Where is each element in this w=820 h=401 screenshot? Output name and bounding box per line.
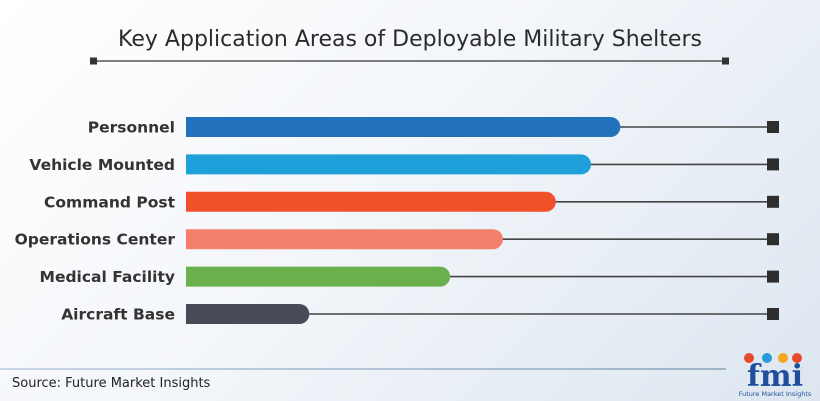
logo-dot-blue bbox=[762, 353, 772, 363]
category-label-operations-center: Operations Center bbox=[15, 231, 176, 249]
logo-dot-red bbox=[744, 353, 754, 363]
chart-title: Key Application Areas of Deployable Mili… bbox=[90, 27, 729, 65]
category-label-vehicle-mounted: Vehicle Mounted bbox=[29, 156, 175, 174]
title-left-marker bbox=[90, 57, 97, 65]
bar-vehicle-mounted bbox=[186, 154, 592, 175]
logo-dot-orange bbox=[778, 353, 788, 363]
title-right-marker bbox=[722, 57, 729, 65]
bar-aircraft-base bbox=[186, 304, 310, 324]
chart-title-text: Key Application Areas of Deployable Mili… bbox=[118, 27, 702, 52]
bar-end-marker-personnel bbox=[767, 121, 779, 133]
logo-subtitle: Future Market Insights bbox=[739, 390, 812, 398]
source-note: Source: Future Market Insights bbox=[12, 376, 211, 391]
bar-operations-center bbox=[186, 229, 503, 250]
logo-dot-red-2 bbox=[792, 353, 802, 363]
source-divider bbox=[0, 368, 726, 370]
logo-text: fmi bbox=[747, 359, 803, 394]
bar-end-marker-aircraft-base bbox=[767, 308, 779, 320]
category-label-aircraft-base: Aircraft Base bbox=[61, 306, 175, 324]
bar-end-marker-medical-facility bbox=[767, 270, 779, 283]
bar-medical-facility bbox=[186, 266, 451, 287]
bar-command-post bbox=[186, 191, 556, 212]
category-label-command-post: Command Post bbox=[44, 193, 176, 211]
category-label-personnel: Personnel bbox=[88, 119, 175, 137]
category-label-medical-facility: Medical Facility bbox=[40, 268, 175, 286]
bar-personnel bbox=[186, 117, 621, 137]
fmi-logo: fmi Future Market Insights bbox=[739, 353, 812, 398]
bar-end-marker-operations-center bbox=[767, 233, 779, 246]
bars-group: Personnel Vehicle Mounted Command Post Oper… bbox=[15, 117, 779, 324]
bar-end-marker-vehicle-mounted bbox=[767, 158, 779, 171]
bar-end-marker-command-post bbox=[767, 195, 779, 208]
